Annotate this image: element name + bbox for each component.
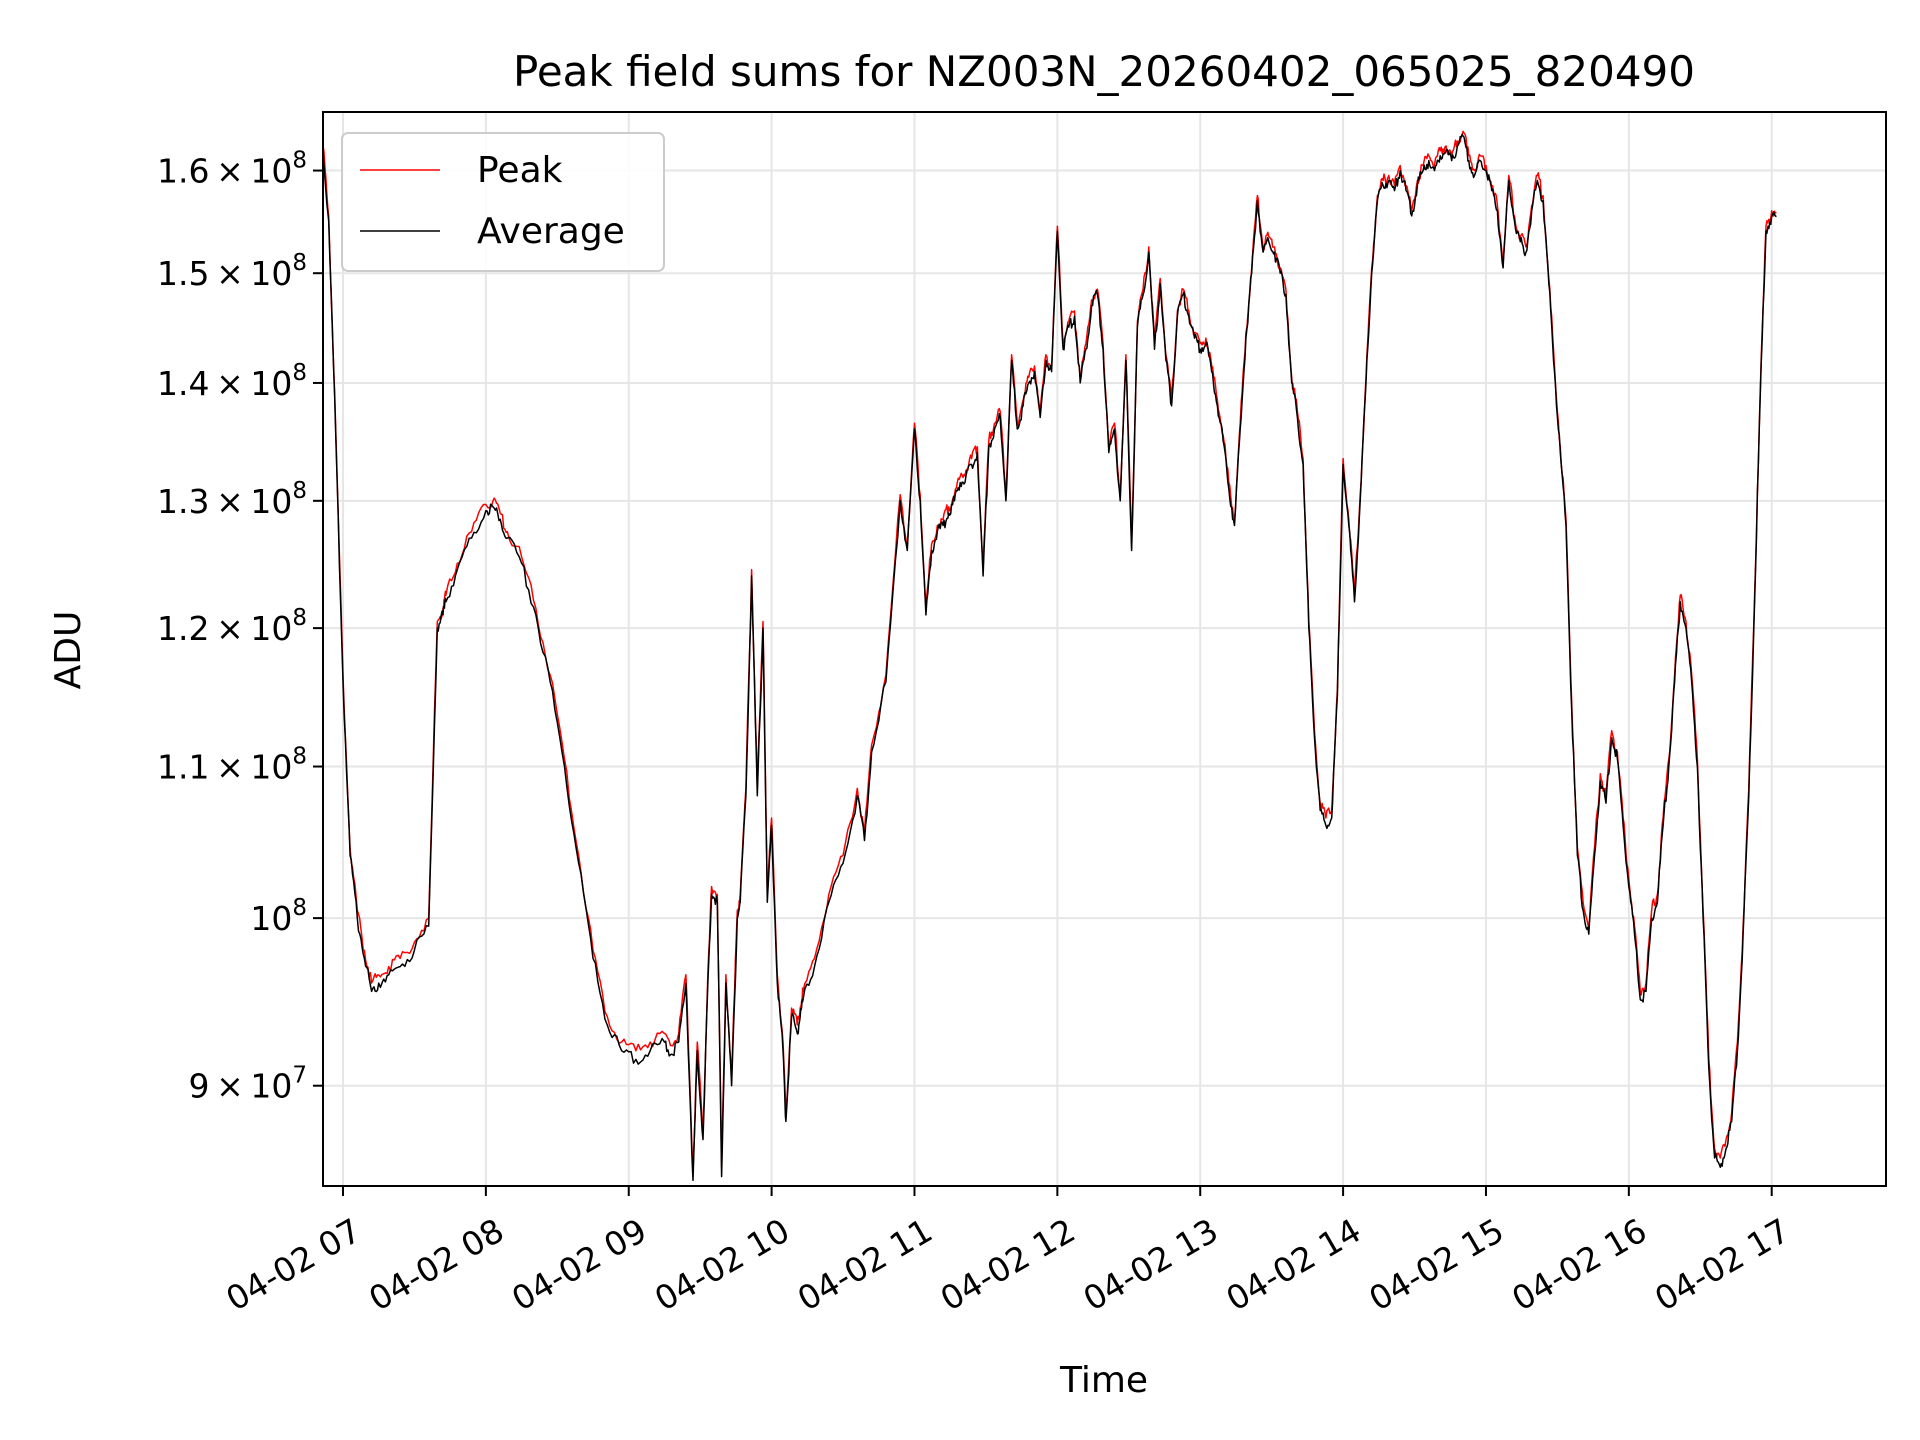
legend-label-peak: Peak	[477, 150, 563, 191]
y-tick-label: 1.3 × 108	[157, 478, 307, 521]
x-axis-label: Time	[1059, 1360, 1148, 1401]
y-tick-label: 108	[250, 895, 307, 938]
y-axis-ticks: 9 × 107 108 1.1 × 108 1.2 × 108 1.3 × 108 1.4…	[157, 148, 323, 1106]
y-tick-label: 1.1 × 108	[157, 744, 307, 787]
y-axis-label: ADU	[48, 611, 89, 690]
plot-frame	[322, 111, 1887, 1187]
series-line-average	[323, 133, 1777, 1182]
y-tick-label: 1.6 × 108	[157, 148, 307, 191]
legend-label-average: Average	[477, 211, 625, 252]
chart-title: Peak field sums for NZ003N_20260402_0650…	[513, 47, 1695, 96]
legend: Peak Average	[341, 132, 665, 272]
y-tick-label: 1.4 × 108	[157, 360, 307, 403]
legend-box	[341, 132, 665, 272]
series-area	[323, 130, 1777, 1182]
y-tick-label: 1.5 × 108	[157, 250, 307, 293]
y-tick-label: 1.2 × 108	[157, 605, 307, 648]
grid	[323, 112, 1886, 1186]
y-tick-label: 9 × 107	[189, 1063, 307, 1106]
